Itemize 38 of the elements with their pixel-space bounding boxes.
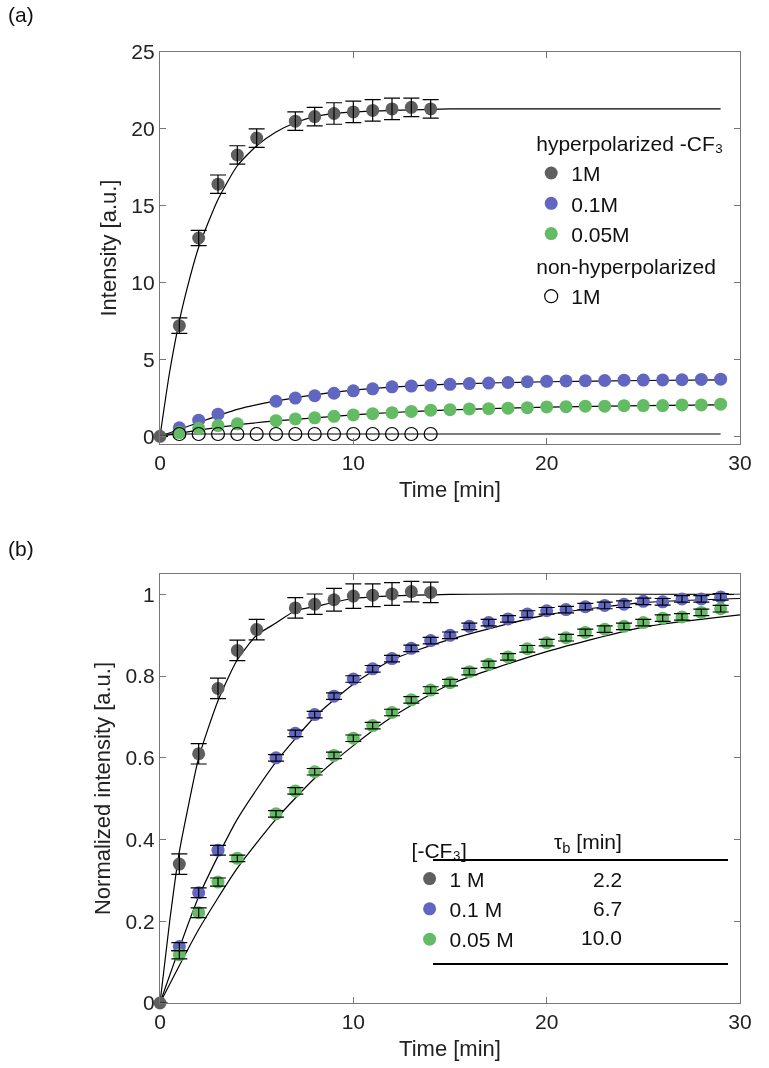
annotation: non-hyperpolarized: [536, 255, 716, 279]
legend-label: 0.05 M: [449, 928, 514, 952]
y-tick-label: 1: [142, 582, 155, 606]
y-axis-title: Intensity [a.u.]: [96, 179, 122, 317]
legend-label: 1M: [571, 162, 601, 186]
x-tick-label: 30: [728, 1010, 752, 1034]
legend-label: 1M: [571, 285, 601, 309]
y-axis-title: Normalized intensity [a.u.]: [90, 661, 116, 916]
text: (a): [8, 3, 34, 26]
annotation: 2.2: [593, 868, 623, 891]
legend-label: 0.05M: [571, 222, 630, 246]
y-tick-label: 0.8: [125, 664, 155, 688]
y-tick-label: 10: [131, 270, 155, 294]
legend-label: 0.1M: [571, 192, 618, 216]
y-tick-label: 0.6: [125, 746, 155, 770]
annotation: τ$_{b}$ [min]: [554, 830, 622, 857]
legend-label: 1 M: [449, 867, 485, 891]
y-tick-label: 5: [142, 347, 155, 371]
text: (b): [8, 537, 34, 560]
legend-title: [-CF₃]: [411, 839, 467, 863]
legend-title: hyperpolarized -CF₃: [536, 131, 724, 155]
annotation: 10.0: [581, 926, 622, 949]
x-axis-title: Time [min]: [399, 1036, 501, 1062]
x-tick-label: 10: [341, 451, 366, 475]
legend-label: 0.1 M: [449, 898, 503, 922]
y-tick-label: 0: [142, 991, 155, 1015]
x-tick-label: 20: [534, 1010, 559, 1034]
y-tick-label: 0.2: [125, 909, 155, 933]
y-tick-label: 0.4: [125, 827, 155, 851]
x-axis-title: Time [min]: [399, 477, 501, 503]
y-tick-label: 25: [131, 40, 155, 64]
y-tick-label: 0: [142, 424, 155, 448]
x-tick-label: 10: [341, 1010, 366, 1034]
y-tick-label: 15: [131, 194, 155, 218]
x-tick-label: 30: [728, 451, 752, 475]
y-tick-label: 20: [131, 117, 155, 141]
annotation: 6.7: [593, 897, 623, 920]
x-tick-label: 20: [534, 451, 559, 475]
